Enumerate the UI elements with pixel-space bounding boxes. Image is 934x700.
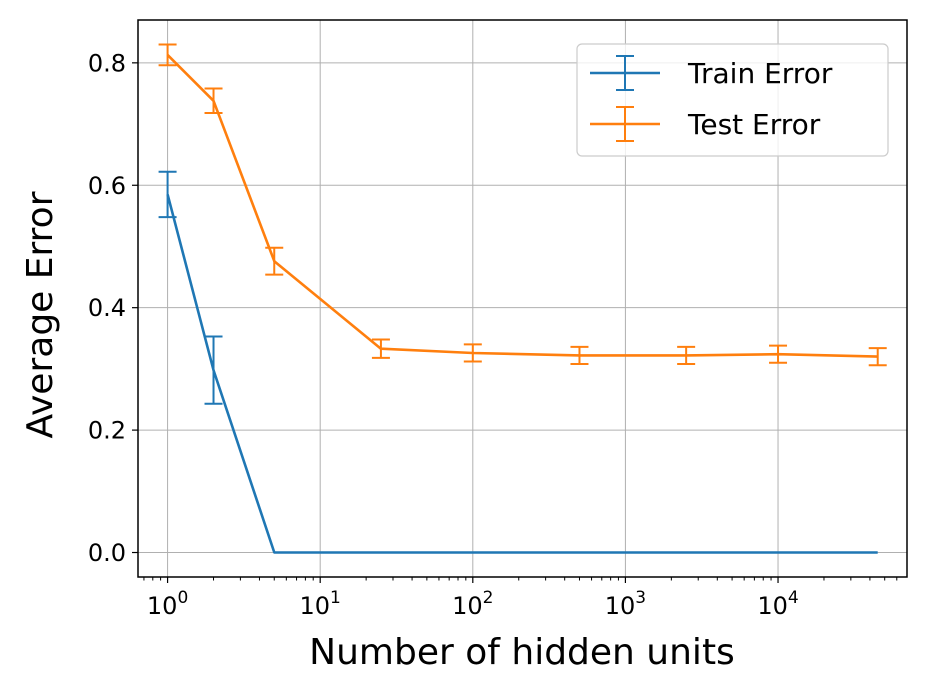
- legend-label-train-error: Train Error: [687, 57, 833, 90]
- y-tick-label: 0.8: [88, 49, 126, 77]
- x-tick-label: 104: [757, 588, 798, 620]
- y-tick-label: 0.0: [88, 539, 126, 567]
- train-error-error-bar: [204, 335, 223, 405]
- x-tick-label: 103: [605, 588, 646, 620]
- legend: Train Error Test Error: [576, 43, 889, 157]
- train-error-line: [166, 194, 878, 554]
- x-tick-label: 101: [300, 588, 341, 620]
- y-tick-label: 0.2: [88, 417, 126, 445]
- legend-label-test-error: Test Error: [687, 108, 821, 141]
- major-ticks: [132, 62, 779, 583]
- x-tick-label: 100: [147, 588, 188, 620]
- grid: [138, 20, 907, 577]
- test-error-error-bar: [677, 345, 696, 365]
- y-tick-labels: 0.0 0.2 0.4 0.6 0.8: [88, 49, 126, 567]
- y-axis-title: Average Error: [20, 191, 61, 438]
- legend-entry-train-error: Train Error: [590, 55, 833, 91]
- train-error-series: [158, 170, 878, 554]
- plot-frame: [137, 19, 908, 578]
- series-layer: [158, 43, 887, 554]
- test-error-error-bar: [570, 345, 589, 365]
- test-error-error-bar: [158, 43, 177, 67]
- test-error-error-bar: [463, 343, 482, 363]
- legend-items: Train Error Test Error: [590, 55, 833, 142]
- train-error-error-bar: [158, 170, 177, 219]
- legend-entry-test-error: Test Error: [590, 106, 821, 142]
- x-tick-label: 102: [452, 588, 493, 620]
- test-error-error-bar: [868, 347, 887, 367]
- test-error-series: [158, 43, 887, 367]
- test-error-error-bar: [265, 246, 284, 276]
- y-tick-label: 0.6: [88, 172, 126, 200]
- test-error-error-bar: [204, 87, 223, 115]
- test-error-error-bar: [371, 338, 390, 359]
- test-error-error-bar: [769, 344, 788, 364]
- x-tick-labels: 100 101 102 103 104: [147, 588, 799, 620]
- x-axis-title: Number of hidden units: [309, 632, 735, 673]
- y-tick-label: 0.4: [88, 294, 126, 322]
